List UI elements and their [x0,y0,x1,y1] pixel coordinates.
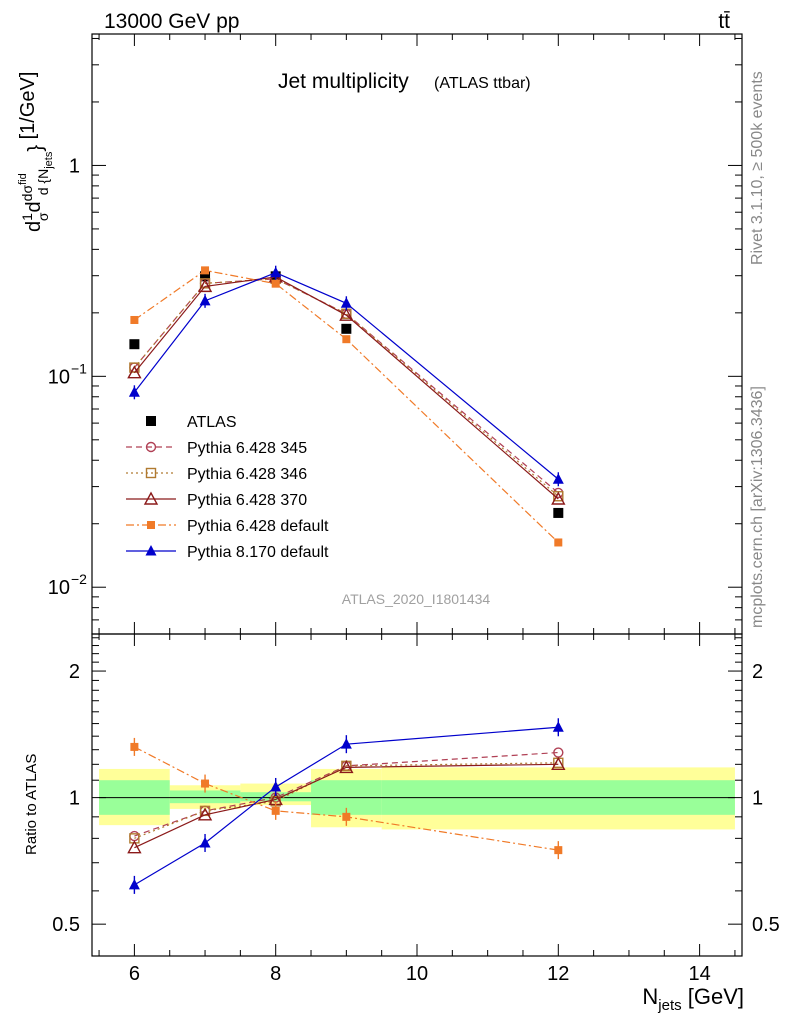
main-panel: 110−110−2 [48,33,743,635]
data-point [552,473,564,484]
ratio-y-tick-label-right: 2 [752,661,763,683]
data-point [341,323,352,334]
data-point [128,386,140,397]
ratio-point [127,840,142,854]
process-label: tt̄ [718,10,730,33]
ratio-point [197,807,213,821]
legend-marker [143,491,159,505]
mcplots-label: mcplots.cern.ch [arXiv:1306.3436] [749,386,766,628]
svg-text:Njets [GeV]: Njets [GeV] [642,984,744,1014]
data-point [270,266,282,278]
ratio-band-green [169,790,241,804]
legend-marker [145,441,157,453]
ratio-point [128,878,140,890]
x-tick-label: 14 [688,963,710,985]
legend-entry: Pythia 6.428 346 [126,466,307,483]
ratio-line [134,763,559,849]
ratio-y-axis-label: Ratio to ATLAS [23,754,40,855]
x-tick-label: 8 [270,963,281,985]
ratio-y-tick-label: 1 [69,788,80,810]
data-point [342,335,351,344]
ratio-point [552,721,564,732]
legend-marker [146,416,156,426]
main-y-axis-label: d1σddσfid d {Njets} [1/GeV] [17,72,55,232]
ratio-point [199,836,211,848]
data-point [197,278,213,293]
legend-entry: Pythia 6.428 370 [126,491,307,509]
ratio-point [270,780,282,792]
legend-label: Pythia 8.170 default [187,544,329,561]
ratio-point [554,846,563,855]
y-tick-label: 10 [48,577,70,599]
legend-entry: ATLAS [146,414,237,431]
series-line [133,278,559,497]
data-point [200,271,211,282]
ratio-y-tick-label: 0.5 [52,914,80,936]
legend-label: Pythia 6.428 default [187,518,329,535]
analysis-watermark: ATLAS_2020_I1801434 [342,591,491,607]
legend-label: Pythia 6.428 345 [187,440,307,457]
legend-marker [147,521,155,529]
data-point [339,307,354,321]
data-point [199,294,211,306]
legend-entry: Pythia 8.170 default [126,544,329,561]
data-point [130,315,139,324]
energy-label: 13000 GeV pp [104,10,239,33]
ratio-y-tick-label-right: 1 [752,788,763,810]
legend-label: Pythia 6.428 370 [187,492,307,509]
ratio-point [130,742,139,751]
ratio-panel: 6 8 10 12 140.5 0.51 12 2 [52,34,780,985]
ratio-point [551,756,566,771]
ratio-point [339,759,354,774]
x-tick-label: 10 [406,963,428,985]
data-point [201,266,210,275]
legend-entry: Pythia 6.428 345 [126,440,307,457]
y-tick-exponent: −1 [71,360,87,376]
ratio-point [271,806,280,815]
legend-label: ATLAS [187,414,237,431]
ratio-point [340,738,352,749]
y-tick-label: 1 [69,155,80,177]
data-point [129,339,140,350]
data-point [271,279,280,288]
x-tick-label: 12 [547,963,569,985]
x-axis-label: Njets [GeV] [642,984,744,1014]
series-pythia-8-170-default [128,265,564,487]
rivet-label: Rivet 3.1.10, ≥ 500k events [749,71,766,265]
ratio-series-pythia-8-170-default [128,718,564,894]
y-tick-label: 10 [48,366,70,388]
legend-marker [145,545,157,556]
data-point [553,507,564,518]
ratio-line [134,762,559,839]
chart-subtitle: (ATLAS ttbar) [434,75,531,92]
legend-entry: Pythia 6.428 default [126,518,329,535]
data-point [551,491,566,505]
ratio-series-pythia-6-428-370 [127,756,566,854]
chart-title: Jet multiplicity [278,70,409,93]
legend: ATLAS Pythia 6.428 345 Pythia 6.428 346 Pyt… [126,414,329,561]
ratio-line [134,751,559,837]
x-tick-label: 6 [129,963,140,985]
series-pythia-6-428-default [130,266,563,547]
ratio-point [201,779,210,788]
y-tick-exponent: −2 [71,571,87,587]
ratio-series-pythia-6-428-default [130,737,563,860]
ratio-point [342,812,351,821]
ratio-y-tick-label: 2 [69,661,80,683]
data-point [127,365,142,379]
data-point [340,297,352,308]
ratio-y-tick-label-right: 0.5 [752,914,780,936]
legend-marker [145,467,157,479]
data-point [554,538,563,547]
data-point [199,278,211,289]
legend-label: Pythia 6.428 346 [187,466,307,483]
